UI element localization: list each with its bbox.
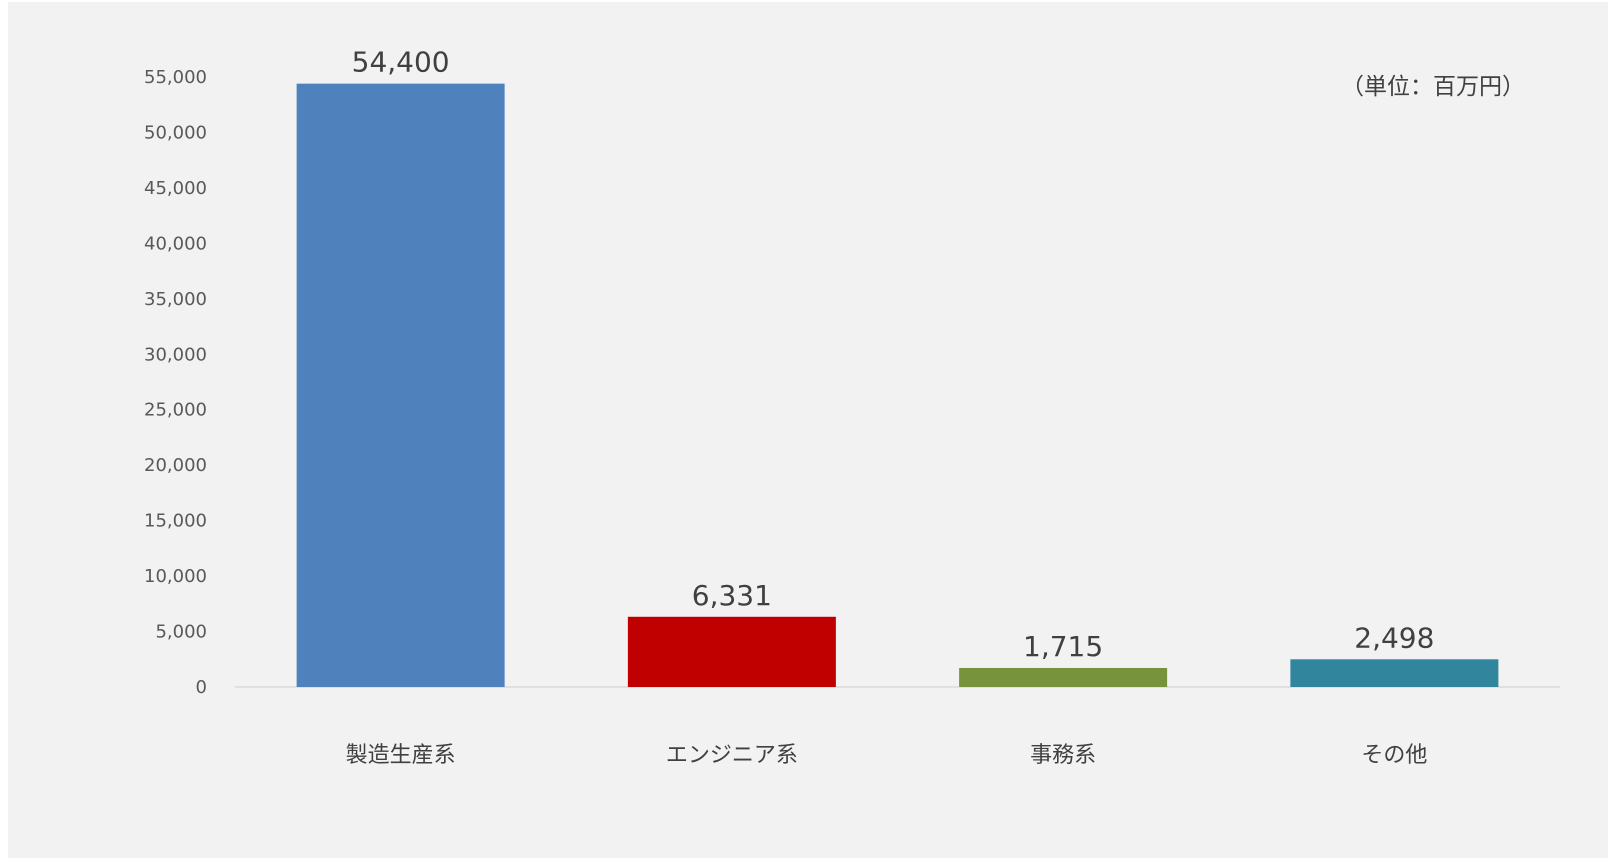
y-tick-label: 35,000 — [144, 289, 207, 310]
data-label: 54,400 — [352, 46, 450, 79]
x-tick-label: その他 — [1361, 743, 1427, 768]
y-tick-label: 40,000 — [144, 233, 207, 254]
chart-panel — [8, 2, 1608, 858]
data-labels: 54,400 6,331 1,715 2,498 — [352, 46, 1435, 663]
y-tick-label: 25,000 — [144, 400, 207, 421]
x-tick-label: エンジニア系 — [666, 743, 798, 768]
data-label: 6,331 — [692, 579, 772, 612]
y-tick-label: 30,000 — [144, 344, 207, 365]
bar — [1290, 659, 1499, 687]
data-label: 2,498 — [1354, 621, 1434, 654]
y-tick-label: 45,000 — [144, 178, 207, 199]
y-tick-label: 10,000 — [144, 566, 207, 587]
bar — [296, 83, 505, 688]
y-axis-tick-labels: 0 5,000 10,000 15,000 20,000 25,000 30,000 35,0… — [144, 67, 207, 698]
y-tick-label: 20,000 — [144, 455, 207, 476]
y-tick-label: 5,000 — [155, 622, 207, 643]
bar — [627, 616, 836, 687]
unit-note: （単位：百万円） — [1341, 74, 1525, 100]
y-tick-label: 55,000 — [144, 67, 207, 88]
data-label: 1,715 — [1023, 630, 1103, 663]
x-tick-label: 製造生産系 — [346, 743, 456, 768]
y-tick-label: 0 — [196, 677, 207, 698]
y-tick-label: 15,000 — [144, 511, 207, 532]
x-axis-tick-labels: 製造生産系 エンジニア系 事務系 その他 — [346, 743, 1428, 768]
y-tick-label: 50,000 — [144, 122, 207, 143]
x-tick-label: 事務系 — [1030, 743, 1096, 768]
bars — [296, 83, 1499, 688]
bar — [959, 667, 1168, 687]
